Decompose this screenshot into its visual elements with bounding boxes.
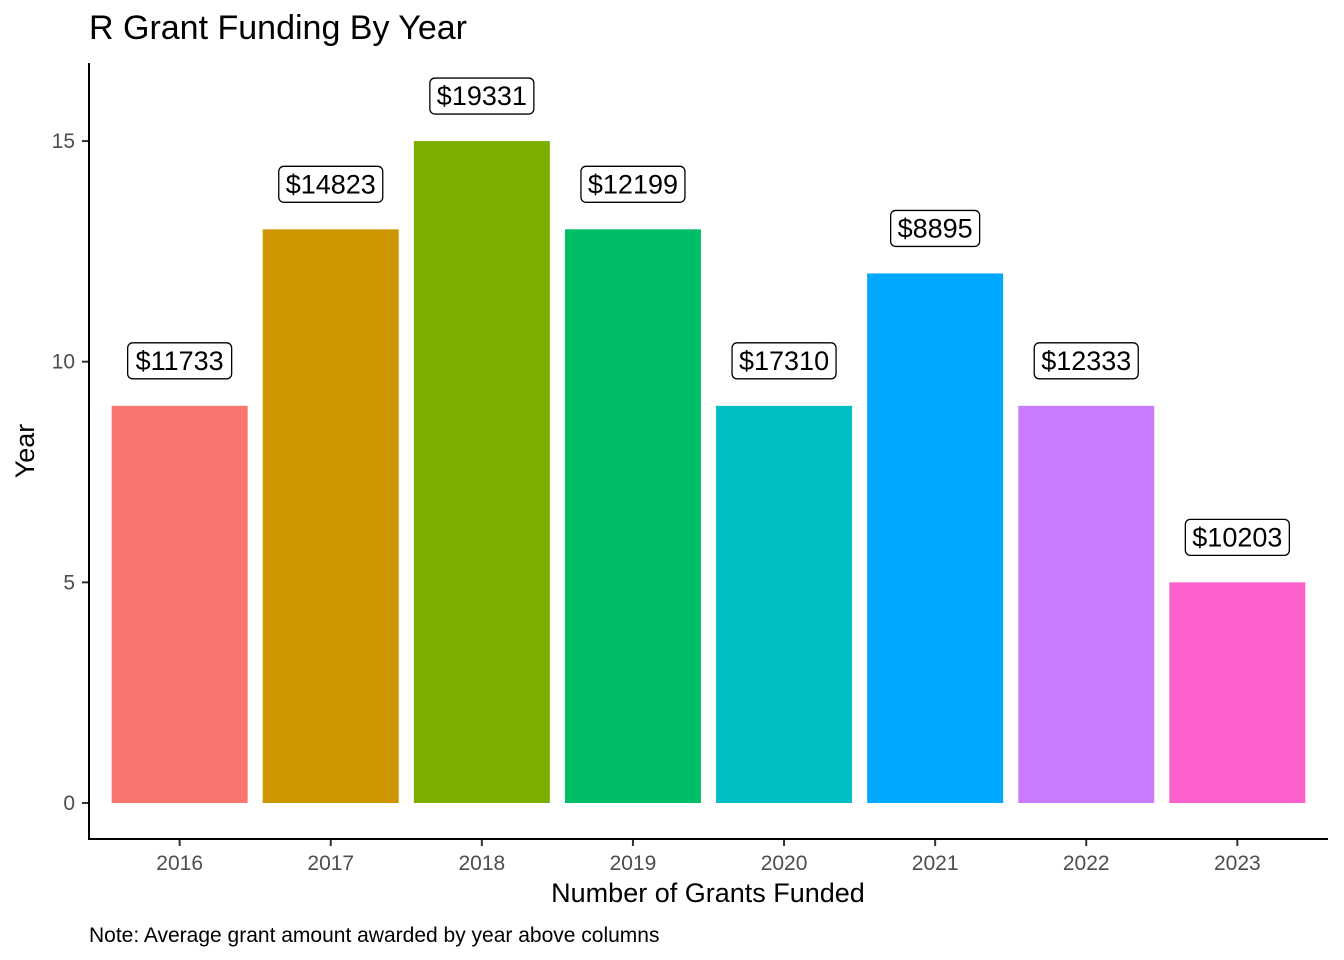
x-tick-label: 2016 <box>156 852 203 875</box>
y-tick-label: 0 <box>63 792 75 815</box>
x-tick-label: 2022 <box>1063 852 1110 875</box>
x-tick-label: 2020 <box>761 852 808 875</box>
chart-caption: Note: Average grant amount awarded by ye… <box>89 924 659 947</box>
data-label-box <box>889 209 981 248</box>
data-label-box <box>1033 342 1139 380</box>
bar-2016 <box>111 405 248 803</box>
x-tick-label: 2017 <box>307 852 354 875</box>
data-label-box <box>1184 518 1290 556</box>
data-label-box <box>429 77 535 115</box>
x-tick-label: 2023 <box>1214 852 1261 875</box>
x-tick-label: 2019 <box>610 852 657 875</box>
x-tick-label: 2018 <box>458 852 505 875</box>
x-axis-title: Number of Grants Funded <box>551 878 865 908</box>
data-label: $19331 <box>437 81 527 111</box>
y-tick-label: 5 <box>63 571 75 594</box>
bar-2018 <box>413 141 550 804</box>
x-tick-label: 2021 <box>912 852 959 875</box>
data-label-box <box>278 165 384 203</box>
y-tick-label: 10 <box>52 351 75 374</box>
bar-2023 <box>1169 582 1306 803</box>
data-label: $8895 <box>898 213 973 243</box>
data-label: $11733 <box>136 346 224 376</box>
data-label: $10203 <box>1192 522 1282 552</box>
bar-2019 <box>564 229 701 803</box>
bar-2017 <box>262 229 399 803</box>
data-label: $12199 <box>588 169 678 199</box>
data-label-box <box>127 342 233 380</box>
bar-2020 <box>716 405 853 803</box>
chart-title: R Grant Funding By Year <box>89 9 467 47</box>
data-label-box <box>580 165 686 203</box>
y-tick-label: 15 <box>52 130 75 153</box>
data-label: $14823 <box>286 169 376 199</box>
data-label: $12333 <box>1041 346 1131 376</box>
data-label: $17310 <box>739 346 829 376</box>
bar-2022 <box>1018 405 1155 803</box>
bar-2021 <box>867 273 1004 803</box>
plot-area: 0 5 10 15 2016 $11733 2017 $14823 2018 $19331 2019… <box>52 77 1306 875</box>
data-label-box <box>731 342 837 380</box>
y-axis-title: Year <box>10 424 40 479</box>
